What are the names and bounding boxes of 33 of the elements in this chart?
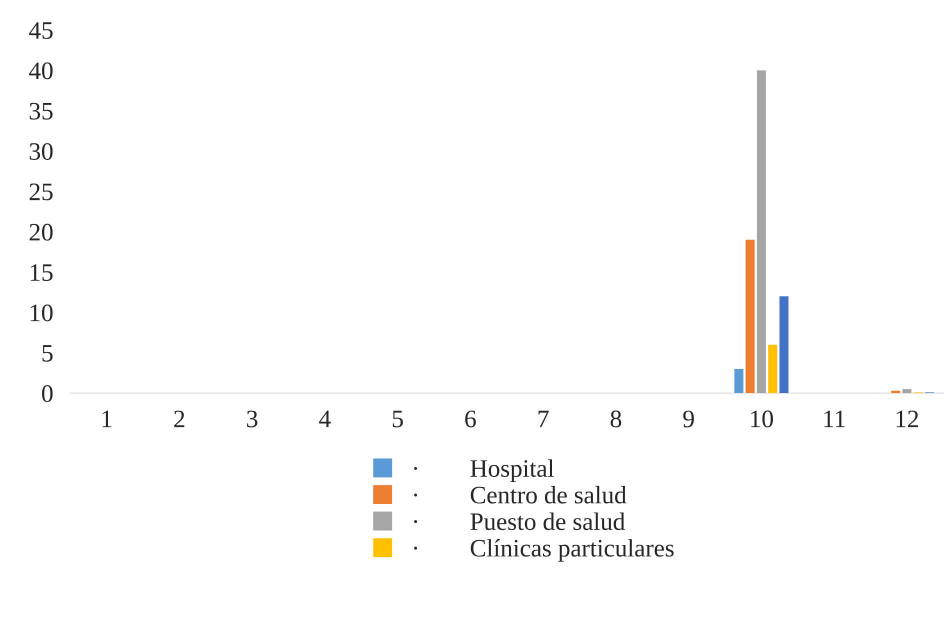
x-tick-label: 10 <box>751 410 773 428</box>
y-tick-label: 10 <box>30 304 53 322</box>
bar <box>779 296 788 394</box>
bar <box>891 390 900 394</box>
x-tick-label: 4 <box>319 410 331 428</box>
y-tick-label: 30 <box>30 143 53 160</box>
x-tick-label: 7 <box>538 410 549 428</box>
bar <box>734 368 744 394</box>
x-tick-label: 3 <box>247 410 258 428</box>
x-tick-label: 11 <box>824 410 845 428</box>
x-tick-label: 5 <box>392 410 403 428</box>
bar <box>768 344 778 394</box>
bar <box>902 389 912 394</box>
x-tick-label: 2 <box>174 410 184 428</box>
y-tick-label: 40 <box>29 62 53 80</box>
y-tick-label: 45 <box>29 22 53 39</box>
legend-label: · Hospital <box>414 459 554 482</box>
y-tick-label: 5 <box>42 345 53 362</box>
x-tick-label: 1 <box>102 410 112 428</box>
legend-label: · Puesto de salud <box>414 512 625 530</box>
y-tick-label: 25 <box>30 184 53 200</box>
x-tick-label: 12 <box>896 410 918 428</box>
y-tick-label: 35 <box>30 102 53 120</box>
x-tick-label: 6 <box>465 410 476 428</box>
y-tick-label: 20 <box>30 224 53 241</box>
legend-label: · Clínicas particulares <box>414 539 674 562</box>
legend-label: · Centro de salud <box>414 486 626 504</box>
x-tick-label: 8 <box>610 410 622 428</box>
bar <box>746 240 755 394</box>
y-tick-label: 0 <box>42 385 53 402</box>
x-tick-label: 9 <box>683 410 694 428</box>
bar <box>756 70 766 394</box>
y-tick-label: 15 <box>30 264 53 282</box>
